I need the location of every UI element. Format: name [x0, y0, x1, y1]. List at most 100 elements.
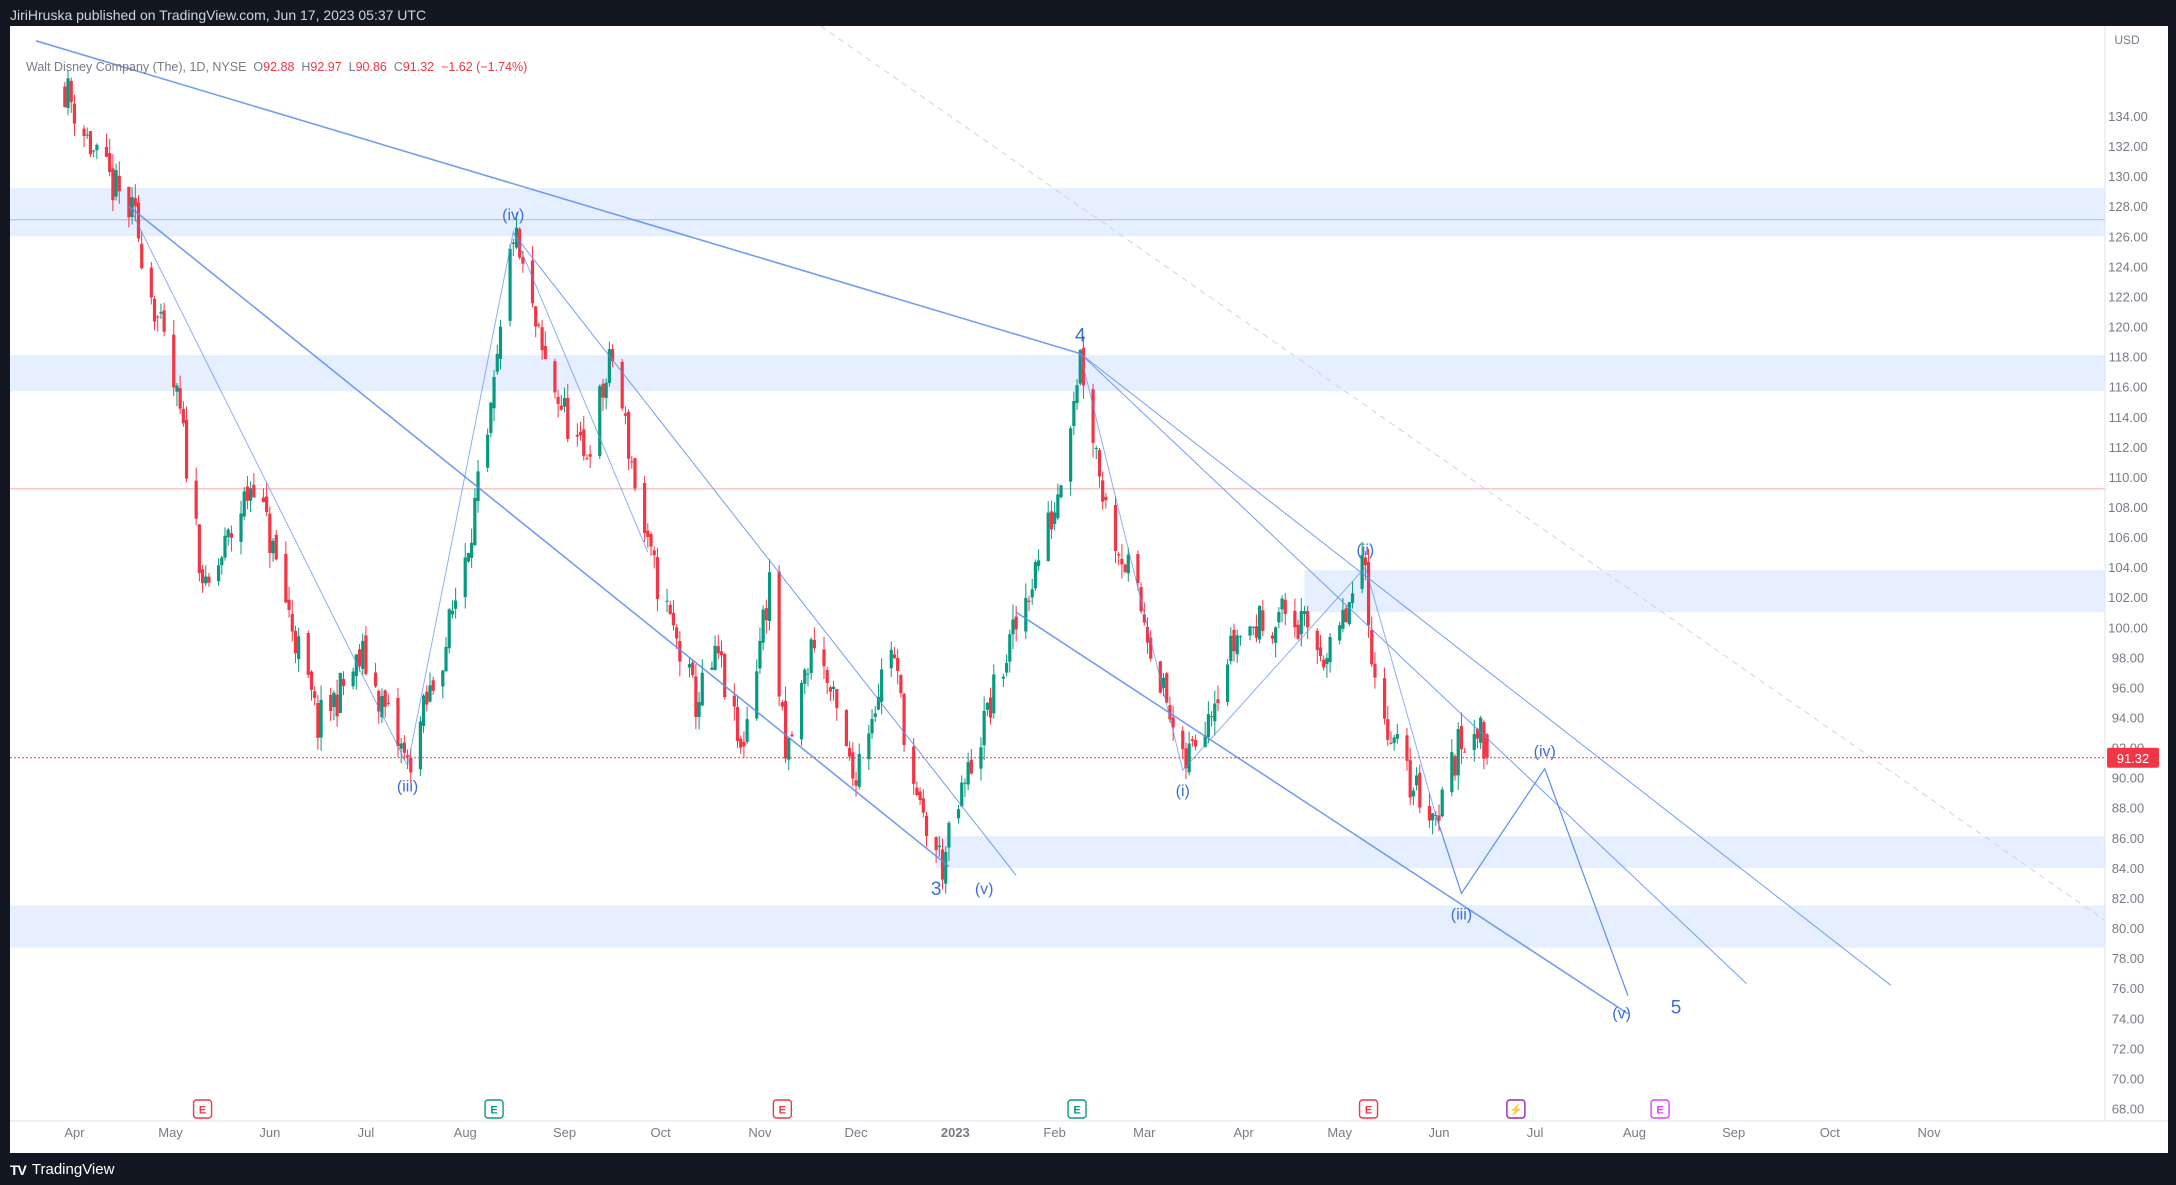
candle-body [133, 198, 137, 207]
candle-body [578, 432, 583, 436]
candle-body [761, 609, 765, 643]
candle-body [521, 257, 525, 264]
candle-body [1485, 734, 1489, 758]
time-tick-label: May [1327, 1125, 1352, 1140]
time-tick-label: Jul [358, 1125, 375, 1140]
low-value: 90.86 [355, 60, 387, 74]
candle-body [159, 312, 163, 314]
earnings-icon-label: E [490, 1105, 497, 1117]
candle-body [870, 718, 874, 734]
candle-body [598, 386, 602, 456]
candle-body [204, 576, 208, 584]
candle-body [1395, 733, 1399, 739]
candle-body [152, 298, 157, 322]
candle-body [643, 483, 647, 534]
candle-body [1280, 598, 1284, 610]
candle-body [1363, 557, 1367, 566]
price-tick-label: 96.00 [2112, 680, 2145, 695]
candle-body [675, 627, 679, 639]
candle-body [530, 260, 535, 304]
candle-body [556, 396, 560, 404]
candle-body [1001, 676, 1005, 679]
candle-body [1117, 554, 1121, 556]
candle-body [1408, 760, 1412, 798]
high-label: H [301, 60, 311, 74]
candle-body [319, 699, 323, 738]
price-chart[interactable]: (iv) (iii) 4 3 (v) (i) (ii) (iii) (iv) (v) 5 USD 68.… [10, 26, 2168, 1153]
candle-body [181, 408, 185, 424]
candle-body [626, 411, 631, 459]
price-tick-label: 118.00 [2109, 350, 2148, 365]
publisher-text: JiriHruska published on TradingView.com,… [10, 7, 427, 23]
earnings-icon-label: E [1656, 1105, 1663, 1117]
candle-body [716, 646, 720, 654]
candle-body [806, 673, 810, 675]
candle-body [473, 497, 477, 546]
price-tick-label: 102.00 [2108, 590, 2148, 605]
price-tick-label: 98.00 [2112, 650, 2145, 665]
candle-body [428, 685, 432, 702]
candle-body [575, 434, 579, 437]
time-tick-label: Oct [651, 1125, 672, 1140]
candle-body [892, 654, 897, 659]
time-tick-label: Sep [1722, 1125, 1745, 1140]
candle-body [290, 613, 294, 632]
candle-body [1315, 630, 1319, 651]
candle-body [293, 630, 298, 654]
candle-body [341, 678, 346, 687]
candle-body [1338, 625, 1342, 641]
candle-body [607, 349, 611, 384]
price-tick-label: 70.00 [2112, 1071, 2145, 1086]
candle-body [588, 454, 592, 457]
candle-body [988, 697, 993, 718]
candle-body [1344, 608, 1348, 623]
wave-label: 5 [1671, 998, 1682, 1019]
candle-body [1145, 626, 1150, 643]
candle-body [216, 565, 221, 582]
candle-body [1350, 593, 1355, 604]
chart-area[interactable]: (iv) (iii) 4 3 (v) (i) (ii) (iii) (iv) (v) 5 USD 68.… [10, 26, 2168, 1153]
tradingview-logo[interactable]: TV TradingView [10, 1161, 114, 1178]
candle-body [69, 80, 73, 103]
candle-body [338, 672, 342, 714]
candle-body [742, 741, 746, 747]
candle-body [242, 491, 246, 517]
candle-body [1302, 611, 1307, 615]
candle-body [354, 654, 358, 677]
price-tick-label: 114.00 [2109, 410, 2148, 425]
time-tick-label: Mar [1133, 1125, 1156, 1140]
candle-body [723, 653, 727, 698]
candle-body [377, 690, 381, 712]
candle-body [777, 571, 781, 697]
candle-body [601, 383, 605, 398]
candle-body [755, 671, 759, 719]
candle-body [373, 672, 378, 687]
candle-body [297, 636, 301, 660]
candle-body [691, 662, 695, 676]
candle-body [1437, 815, 1441, 821]
candle-body [444, 646, 448, 672]
candle-body [1123, 564, 1127, 572]
candle-body [934, 837, 938, 851]
candle-body [383, 690, 387, 707]
candle-body [284, 553, 288, 603]
publisher-header: JiriHruska published on TradingView.com,… [0, 0, 2176, 26]
candle-body [857, 753, 861, 787]
earnings-icon-label: E [779, 1105, 786, 1117]
candle-body [1325, 658, 1329, 665]
candle-body [902, 693, 906, 745]
candle-body [655, 557, 660, 600]
projection-path [1435, 767, 1629, 996]
candle-body [694, 676, 698, 718]
candle-body [1440, 789, 1444, 817]
candle-body [1181, 730, 1185, 750]
candle-body [463, 557, 467, 598]
candle-body [82, 128, 86, 136]
candle-body [1190, 739, 1194, 741]
candle-body [1059, 485, 1063, 498]
wave-label: (iii) [397, 779, 418, 796]
candle-body [492, 376, 496, 409]
price-tick-label: 88.00 [2112, 801, 2145, 816]
candle-body [1370, 630, 1374, 665]
candle-body [1184, 748, 1188, 769]
